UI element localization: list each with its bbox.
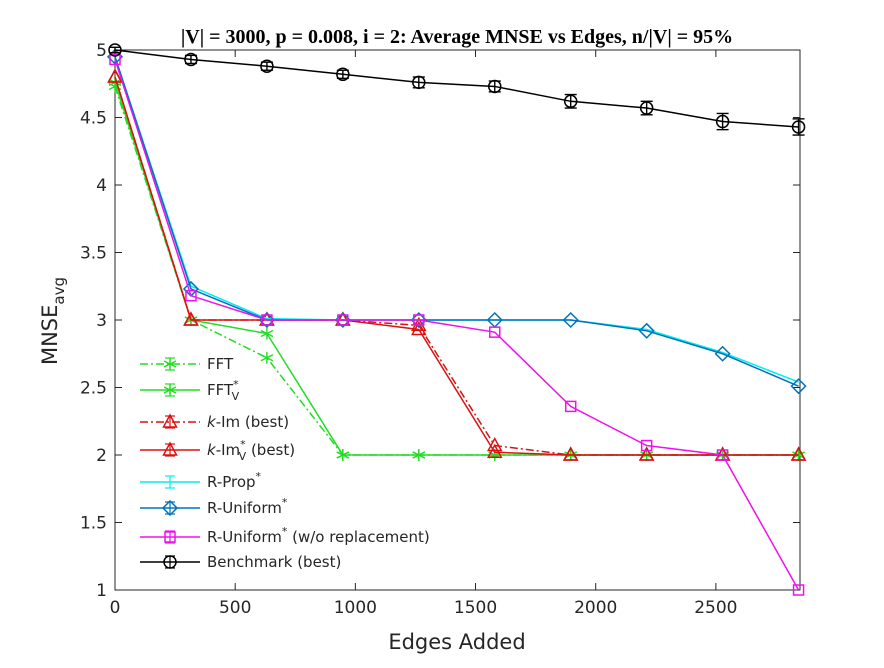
data-point [638, 322, 655, 339]
series-0 [108, 80, 805, 461]
legend-item: R-Uniform* [140, 496, 288, 517]
legend-label: k-Im* V (best) [207, 438, 295, 463]
data-point [261, 314, 273, 326]
y-tick-label: 5 [96, 41, 107, 61]
data-point [260, 59, 274, 73]
series-line [114, 82, 799, 456]
series-3 [107, 68, 807, 461]
data-point [790, 378, 807, 395]
series-line [114, 76, 799, 456]
legend-marker [163, 384, 177, 396]
data-point [563, 94, 578, 109]
y-axis-label: MNSEavg [38, 277, 68, 365]
series-line [114, 59, 800, 591]
legend-item: k-Im (best) [140, 413, 289, 431]
legend-label: k-Im (best) [207, 413, 289, 431]
legend-label: FFT [207, 355, 234, 373]
y-tick-label: 2 [96, 446, 107, 466]
series-5 [106, 48, 807, 395]
data-point [413, 314, 425, 326]
legend-marker [163, 358, 177, 370]
series-7 [108, 43, 806, 136]
x-tick-label: 1500 [454, 598, 497, 618]
series-layer [106, 43, 807, 596]
x-tick-label: 500 [219, 598, 251, 618]
series-line [114, 49, 799, 128]
data-point [260, 327, 274, 340]
legend-item: FFT* V [140, 378, 240, 403]
data-point [640, 439, 653, 452]
data-point [108, 43, 122, 57]
data-point [562, 446, 579, 461]
x-tick-label: 2500 [694, 598, 737, 618]
data-point [792, 584, 805, 596]
data-point [488, 79, 502, 94]
x-tick-label: 1000 [334, 598, 377, 618]
legend-label: R-Prop* [207, 470, 262, 491]
legend-item: R-Uniform* (w/o replacement) [140, 525, 430, 546]
legend: FFT FFT* V k-Im (best) k-Im* V (best) R-Prop* R… [140, 355, 430, 571]
y-tick-label: 4.5 [80, 109, 107, 129]
data-point [638, 446, 655, 461]
series-line [114, 86, 799, 456]
legend-marker [162, 413, 178, 428]
y-tick-label: 1 [96, 581, 107, 601]
y-tick-label: 3 [96, 311, 107, 331]
chart-title: |V| = 3000, p = 0.008, i = 2: Average MN… [181, 26, 733, 48]
y-tick-label: 3.5 [80, 244, 107, 264]
legend-item: Benchmark (best) [140, 553, 341, 571]
data-point [564, 400, 577, 413]
legend-marker [162, 441, 178, 456]
legend-item: k-Im* V (best) [140, 438, 295, 463]
data-point [714, 345, 731, 362]
y-axis-label-main: MNSE [38, 305, 62, 365]
legend-label: R-Uniform* [207, 496, 288, 517]
x-axis-label: Edges Added [388, 630, 525, 654]
data-point [791, 120, 806, 134]
data-point [412, 449, 426, 461]
data-point [336, 449, 350, 461]
y-tick-label: 1.5 [80, 514, 107, 534]
data-point [260, 351, 274, 364]
data-point [486, 443, 503, 459]
data-point [412, 75, 426, 90]
data-point [184, 52, 198, 67]
legend-marker [161, 499, 179, 517]
series-6 [109, 53, 805, 596]
legend-item: R-Prop* [140, 470, 262, 491]
legend-label: Benchmark (best) [207, 553, 341, 571]
data-point [183, 311, 199, 326]
y-axis-label-sub: avg [50, 277, 68, 305]
y-tick-label: 2.5 [80, 379, 107, 399]
x-tick-label: 2000 [574, 598, 617, 618]
data-point [790, 446, 807, 461]
x-tick-label: 0 [110, 598, 121, 618]
data-point [715, 114, 730, 129]
legend-item: FFT [140, 355, 234, 373]
legend-label: R-Uniform* (w/o replacement) [207, 525, 430, 546]
data-point [486, 436, 503, 452]
legend-label: FFT* V [207, 378, 240, 403]
legend-marker [164, 531, 176, 543]
data-point [562, 311, 579, 329]
data-point [716, 449, 729, 461]
data-point [336, 67, 350, 82]
series-2 [107, 68, 807, 461]
data-point [109, 53, 121, 66]
series-1 [108, 76, 805, 461]
y-tick-label: 4 [96, 176, 107, 196]
series-line [114, 56, 799, 387]
data-point [489, 326, 501, 338]
legend-marker [163, 555, 177, 569]
data-point [337, 314, 349, 326]
data-point [107, 68, 123, 83]
data-point [185, 289, 197, 302]
data-point [639, 101, 654, 115]
axes: 0 500 1000 1500 2000 2500 1 1.5 2 2.5 3 3.5 4 4.5 5 [80, 41, 801, 618]
data-point [411, 320, 427, 336]
